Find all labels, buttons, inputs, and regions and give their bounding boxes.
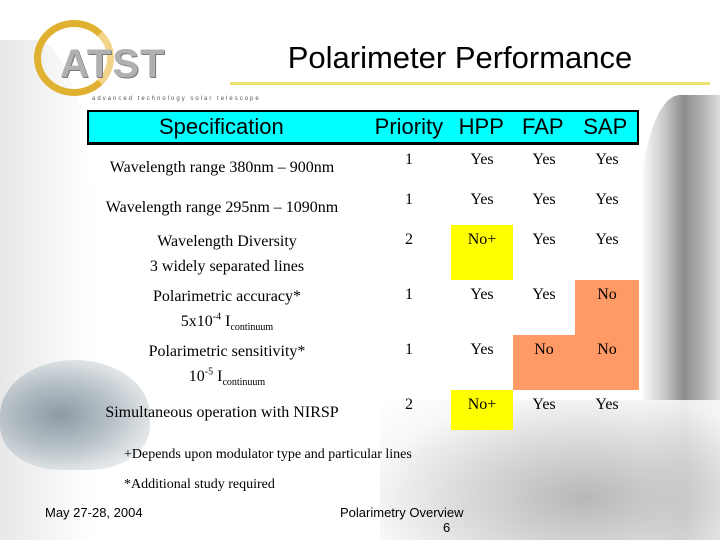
spec-cell: Polarimetric accuracy* 5x10-4 Icontinuum xyxy=(87,280,367,335)
title-rule xyxy=(230,82,710,85)
spec-exponent: -5 xyxy=(204,366,214,378)
sap-cell: Yes xyxy=(595,396,619,413)
sap-cell: No xyxy=(575,335,639,390)
hpp-cell: Yes xyxy=(470,191,494,208)
logo-text: ATST xyxy=(60,42,166,86)
header-fap: FAP xyxy=(521,114,564,139)
priority-cell: 1 xyxy=(405,341,413,358)
footnote-study: *Additional study required xyxy=(124,477,275,492)
spec-base: 10 xyxy=(188,367,205,385)
spec-cell: Simultaneous operation with NIRSP xyxy=(77,390,367,430)
priority-cell: 2 xyxy=(405,231,413,248)
spec-intensity: I xyxy=(217,367,223,385)
header-hpp: HPP xyxy=(458,114,504,139)
table-row: Polarimetric sensitivity* 10-5 Icontinuu… xyxy=(87,335,639,390)
performance-table: Specification Priority HPP FAP SAP Wavel… xyxy=(87,110,639,430)
hpp-cell: No+ xyxy=(451,390,513,430)
sap-cell: Yes xyxy=(595,191,619,208)
sap-cell: Yes xyxy=(595,151,619,168)
logo-ring-icon xyxy=(34,20,114,96)
spec-text: Wavelength range 295nm – 1090nm xyxy=(105,199,339,216)
header-sap: SAP xyxy=(583,114,628,139)
spec-subscript: continuum xyxy=(230,321,274,333)
spec-text: Simultaneous operation with NIRSP xyxy=(105,404,339,421)
table-row: Wavelength range 380nm – 900nm 1 Yes Yes… xyxy=(77,145,639,185)
spec-intensity: I xyxy=(225,312,231,330)
fap-cell: Yes xyxy=(532,191,556,208)
spec-text: Polarimetric sensitivity* xyxy=(148,342,306,360)
footnotes: +Depends upon modulator type and particu… xyxy=(124,440,412,500)
sap-cell: No xyxy=(575,280,639,335)
spec-subtext: 3 widely separated lines xyxy=(149,257,305,275)
hpp-cell: No+ xyxy=(451,225,513,280)
fap-cell: Yes xyxy=(532,151,556,168)
fap-cell: Yes xyxy=(532,231,556,248)
table-row: Polarimetric accuracy* 5x10-4 Icontinuum… xyxy=(87,280,639,335)
spec-text: Polarimetric accuracy* xyxy=(153,287,301,305)
footer-event-name: Polarimetry Overview xyxy=(340,505,464,520)
priority-cell: 1 xyxy=(405,191,413,208)
slide-title: Polarimeter Performance xyxy=(287,40,633,75)
fap-cell: Yes xyxy=(532,396,556,413)
fap-cell: Yes xyxy=(532,286,556,303)
background-telescope-dish xyxy=(0,360,150,470)
priority-cell: 1 xyxy=(405,286,413,303)
hpp-cell: Yes xyxy=(470,286,494,303)
footnote-modulator: +Depends upon modulator type and particu… xyxy=(124,447,412,462)
spec-cell: Wavelength range 295nm – 1090nm xyxy=(77,185,367,225)
spec-cell: Polarimetric sensitivity* 10-5 Icontinuu… xyxy=(87,335,367,390)
table-row: Wavelength range 295nm – 1090nm 1 Yes Ye… xyxy=(77,185,639,225)
spec-text: Wavelength range 380nm – 900nm xyxy=(109,159,335,176)
spec-cell: Wavelength range 380nm – 900nm xyxy=(77,145,367,185)
background-telescope-base xyxy=(380,400,720,540)
priority-cell: 1 xyxy=(405,151,413,168)
footer-event: Polarimetry Overview 6 xyxy=(340,505,480,535)
table-row: Simultaneous operation with NIRSP 2 No+ … xyxy=(77,390,639,430)
sap-cell: Yes xyxy=(595,231,619,248)
spec-exponent: -4 xyxy=(212,311,222,323)
spec-base: 5x10 xyxy=(180,312,213,330)
table-header: Specification Priority HPP FAP SAP xyxy=(87,110,639,145)
priority-cell: 2 xyxy=(405,396,413,413)
footer-date: May 27-28, 2004 xyxy=(45,505,143,520)
spec-subtext: 5x10-4 Icontinuum xyxy=(181,309,273,334)
table-row: Wavelength Diversity 3 widely separated … xyxy=(87,225,639,280)
hpp-cell: Yes xyxy=(470,341,494,358)
spec-subtext: 10-5 Icontinuum xyxy=(189,364,265,389)
header-specification: Specification xyxy=(159,114,284,139)
hpp-cell: Yes xyxy=(470,151,494,168)
spec-subscript: continuum xyxy=(222,376,266,388)
page-number: 6 xyxy=(443,520,451,535)
fap-cell: No xyxy=(513,335,575,390)
header-priority: Priority xyxy=(374,114,444,139)
logo-subtitle: advanced technology solar telescope xyxy=(92,96,261,102)
atst-logo: ATST advanced technology solar telescope xyxy=(34,18,259,102)
spec-cell: Wavelength Diversity 3 widely separated … xyxy=(87,225,367,280)
spec-text: Wavelength Diversity xyxy=(157,232,297,250)
